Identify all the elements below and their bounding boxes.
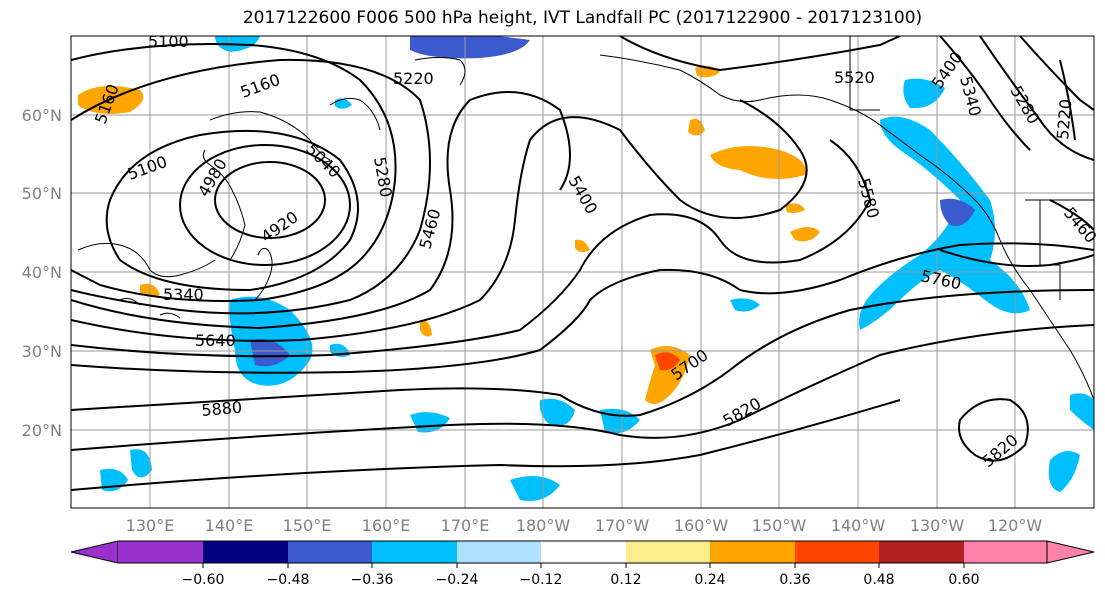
height-contours [71, 36, 1094, 491]
colorbar-tick: 0.24 [694, 572, 725, 588]
lon-label: 160°W [674, 516, 729, 535]
colorbar-swatch [626, 541, 710, 563]
lon-label: 170°E [441, 516, 490, 535]
lon-label: 160°E [362, 516, 411, 535]
colorbar-tick: −0.48 [267, 572, 310, 588]
colorbar-extend-low [70, 540, 119, 564]
latitude-labels: 60°N 50°N 40°N 30°N 20°N [22, 106, 62, 440]
map-border [70, 35, 1095, 509]
colorbar-swatch [879, 541, 964, 563]
lat-label: 40°N [22, 263, 62, 282]
contour-label: 5100 [148, 32, 189, 51]
colorbar-tick: −0.36 [351, 572, 394, 588]
contour-label: 5520 [834, 68, 875, 87]
colorbar-tick: 0.12 [610, 572, 641, 588]
map-title: 2017122600 F006 500 hPa height, IVT Land… [242, 8, 923, 28]
contour-label: 5880 [201, 398, 243, 420]
colorbar-swatch [203, 541, 288, 563]
colorbar-swatch [710, 541, 795, 563]
lon-label: 140°W [831, 516, 886, 535]
colorbar-tick: 0.60 [948, 572, 979, 588]
colorbar-swatch [288, 541, 372, 563]
colorbar-extend-high [1046, 540, 1095, 564]
colorbar: −0.60 −0.48 −0.36 −0.24 −0.12 0.12 0.24 … [70, 540, 1095, 588]
lon-label: 170°W [595, 516, 650, 535]
colorbar-swatch [541, 541, 626, 563]
lon-label: 130°E [126, 516, 175, 535]
contour-label: 5340 [163, 285, 204, 304]
contour-label: 5220 [393, 69, 434, 88]
colorbar-swatch [118, 541, 203, 563]
lon-label: 140°E [205, 516, 254, 535]
colorbar-swatch [457, 541, 541, 563]
colorbar-tick: 0.36 [779, 572, 810, 588]
colorbar-tick: −0.12 [520, 572, 563, 588]
colorbar-tick: −0.60 [182, 572, 225, 588]
colorbar-tick: 0.48 [863, 572, 894, 588]
colorbar-swatch [795, 541, 879, 563]
lon-label: 150°E [283, 516, 332, 535]
longitude-labels: 130°E 140°E 150°E 160°E 170°E 180°W 170°… [126, 516, 1043, 535]
lat-label: 20°N [22, 421, 62, 440]
lon-label: 150°W [752, 516, 807, 535]
lat-label: 60°N [22, 106, 62, 125]
lon-label: 180°W [516, 516, 571, 535]
lon-label: 120°W [988, 516, 1043, 535]
colorbar-swatch [964, 541, 1047, 563]
lon-label: 130°W [910, 516, 965, 535]
colorbar-tick: −0.24 [436, 572, 479, 588]
lat-label: 30°N [22, 342, 62, 361]
lat-label: 50°N [22, 184, 62, 203]
colorbar-swatch [372, 541, 457, 563]
contour-label: 5220 [1053, 98, 1075, 140]
contour-label: 5640 [195, 331, 236, 350]
